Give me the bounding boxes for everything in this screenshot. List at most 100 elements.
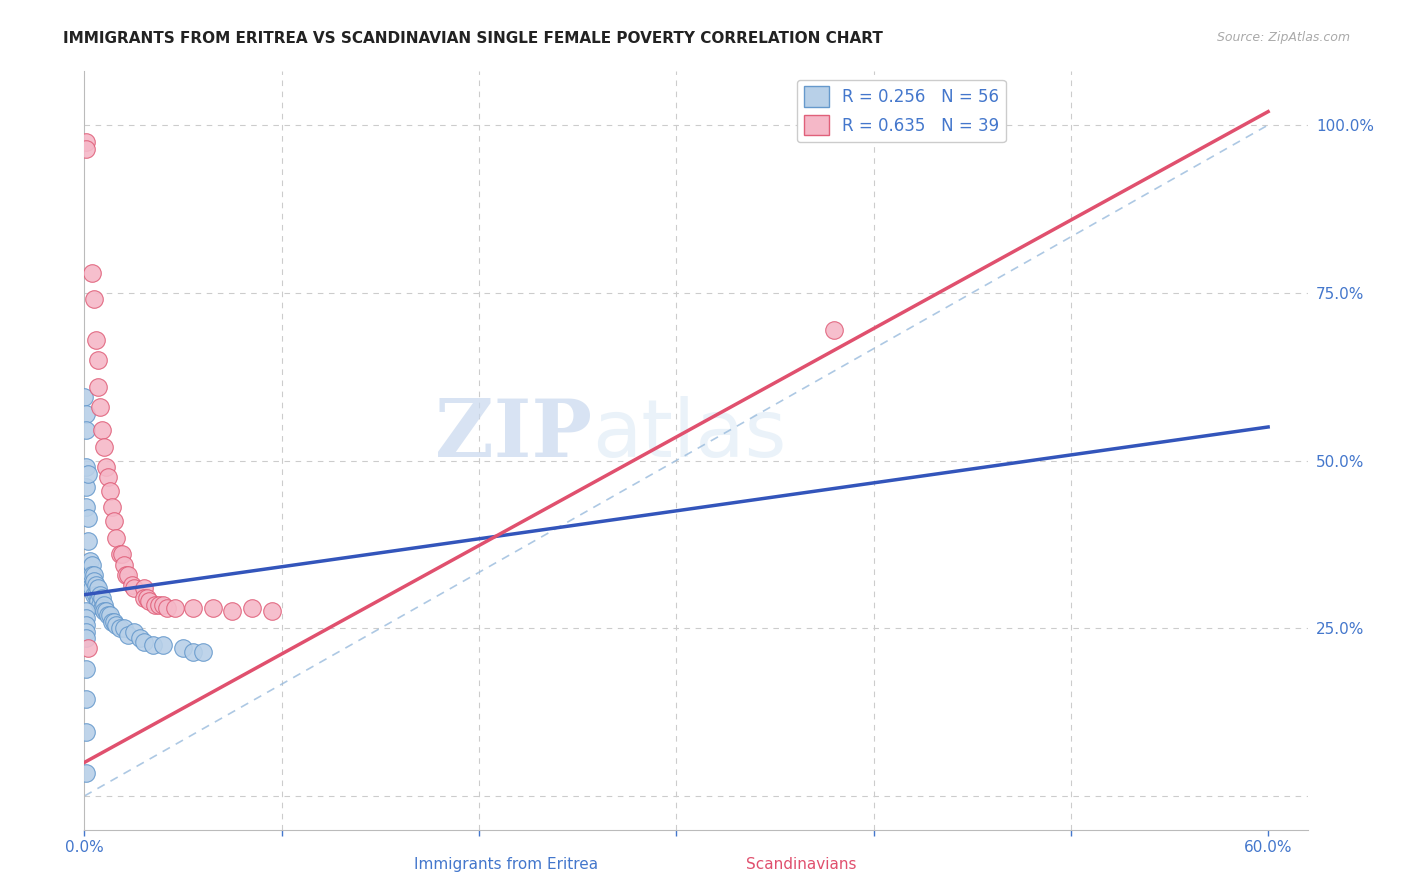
Point xyxy=(132,581,155,595)
Point xyxy=(145,598,167,612)
Point xyxy=(103,615,125,629)
Point xyxy=(128,632,150,646)
Point xyxy=(83,567,105,582)
Point xyxy=(82,567,104,582)
Point xyxy=(77,561,100,575)
Point xyxy=(108,621,131,635)
Point xyxy=(77,641,100,656)
Point xyxy=(82,558,104,572)
Point xyxy=(82,266,104,280)
Point xyxy=(108,548,131,562)
Point xyxy=(79,567,101,582)
Point xyxy=(132,591,155,605)
Point xyxy=(87,594,110,608)
Point xyxy=(93,598,115,612)
Point xyxy=(89,598,111,612)
Point xyxy=(75,423,97,437)
Point xyxy=(97,607,120,622)
Point xyxy=(156,601,179,615)
Point xyxy=(91,591,114,605)
Point xyxy=(117,628,139,642)
Point xyxy=(75,624,97,639)
Point xyxy=(75,618,97,632)
Point xyxy=(77,534,100,549)
Point xyxy=(73,390,96,404)
Point xyxy=(112,621,135,635)
Point xyxy=(75,135,97,149)
Text: Immigrants from Eritrea: Immigrants from Eritrea xyxy=(415,857,598,872)
Point xyxy=(138,594,160,608)
Point xyxy=(172,641,194,656)
Point xyxy=(77,510,100,524)
Point xyxy=(89,400,111,414)
Point xyxy=(112,558,135,572)
Point xyxy=(103,514,125,528)
Point xyxy=(91,601,114,615)
Point xyxy=(87,380,110,394)
Point xyxy=(82,581,104,595)
Point xyxy=(132,634,155,648)
Point xyxy=(104,618,127,632)
Point xyxy=(114,567,136,582)
Text: Scandinavians: Scandinavians xyxy=(747,857,856,872)
Point xyxy=(181,645,204,659)
Point xyxy=(75,725,97,739)
Point xyxy=(191,645,214,659)
Point xyxy=(121,577,143,591)
Point xyxy=(91,423,114,437)
Point xyxy=(75,500,97,515)
Point xyxy=(142,638,165,652)
Point xyxy=(75,632,97,646)
Point xyxy=(221,605,243,619)
Point xyxy=(181,601,204,615)
Point xyxy=(165,601,187,615)
Point xyxy=(117,567,139,582)
Point xyxy=(75,407,97,421)
Point xyxy=(104,531,127,545)
Point xyxy=(98,607,121,622)
Point xyxy=(94,460,117,475)
Point xyxy=(97,470,120,484)
Point xyxy=(152,638,174,652)
Point xyxy=(87,352,110,367)
Text: atlas: atlas xyxy=(592,396,786,475)
Point xyxy=(823,323,845,337)
Point xyxy=(79,581,101,595)
Text: IMMIGRANTS FROM ERITREA VS SCANDINAVIAN SINGLE FEMALE POVERTY CORRELATION CHART: IMMIGRANTS FROM ERITREA VS SCANDINAVIAN … xyxy=(63,31,883,46)
Point xyxy=(98,483,121,498)
Point xyxy=(240,601,263,615)
Point xyxy=(75,142,97,156)
Point xyxy=(75,611,97,625)
Point xyxy=(111,548,134,562)
Point xyxy=(122,581,145,595)
Point xyxy=(201,601,224,615)
Point xyxy=(101,615,124,629)
Point xyxy=(87,581,110,595)
Point xyxy=(83,588,105,602)
Point xyxy=(75,460,97,475)
Point xyxy=(93,440,115,454)
Point xyxy=(87,591,110,605)
Point xyxy=(152,598,174,612)
Point xyxy=(84,588,107,602)
Point xyxy=(84,333,107,347)
Point xyxy=(75,765,97,780)
Point xyxy=(101,500,124,515)
Point xyxy=(83,574,105,589)
Text: Source: ZipAtlas.com: Source: ZipAtlas.com xyxy=(1216,31,1350,45)
Point xyxy=(93,605,115,619)
Point xyxy=(75,605,97,619)
Point xyxy=(260,605,283,619)
Point xyxy=(84,577,107,591)
Point xyxy=(148,598,170,612)
Legend: R = 0.256   N = 56, R = 0.635   N = 39: R = 0.256 N = 56, R = 0.635 N = 39 xyxy=(797,79,1005,142)
Point xyxy=(136,591,159,605)
Point xyxy=(77,467,100,481)
Point xyxy=(79,554,101,568)
Point xyxy=(75,661,97,675)
Point xyxy=(89,588,111,602)
Text: ZIP: ZIP xyxy=(434,396,592,475)
Point xyxy=(75,691,97,706)
Point xyxy=(122,624,145,639)
Point xyxy=(75,480,97,494)
